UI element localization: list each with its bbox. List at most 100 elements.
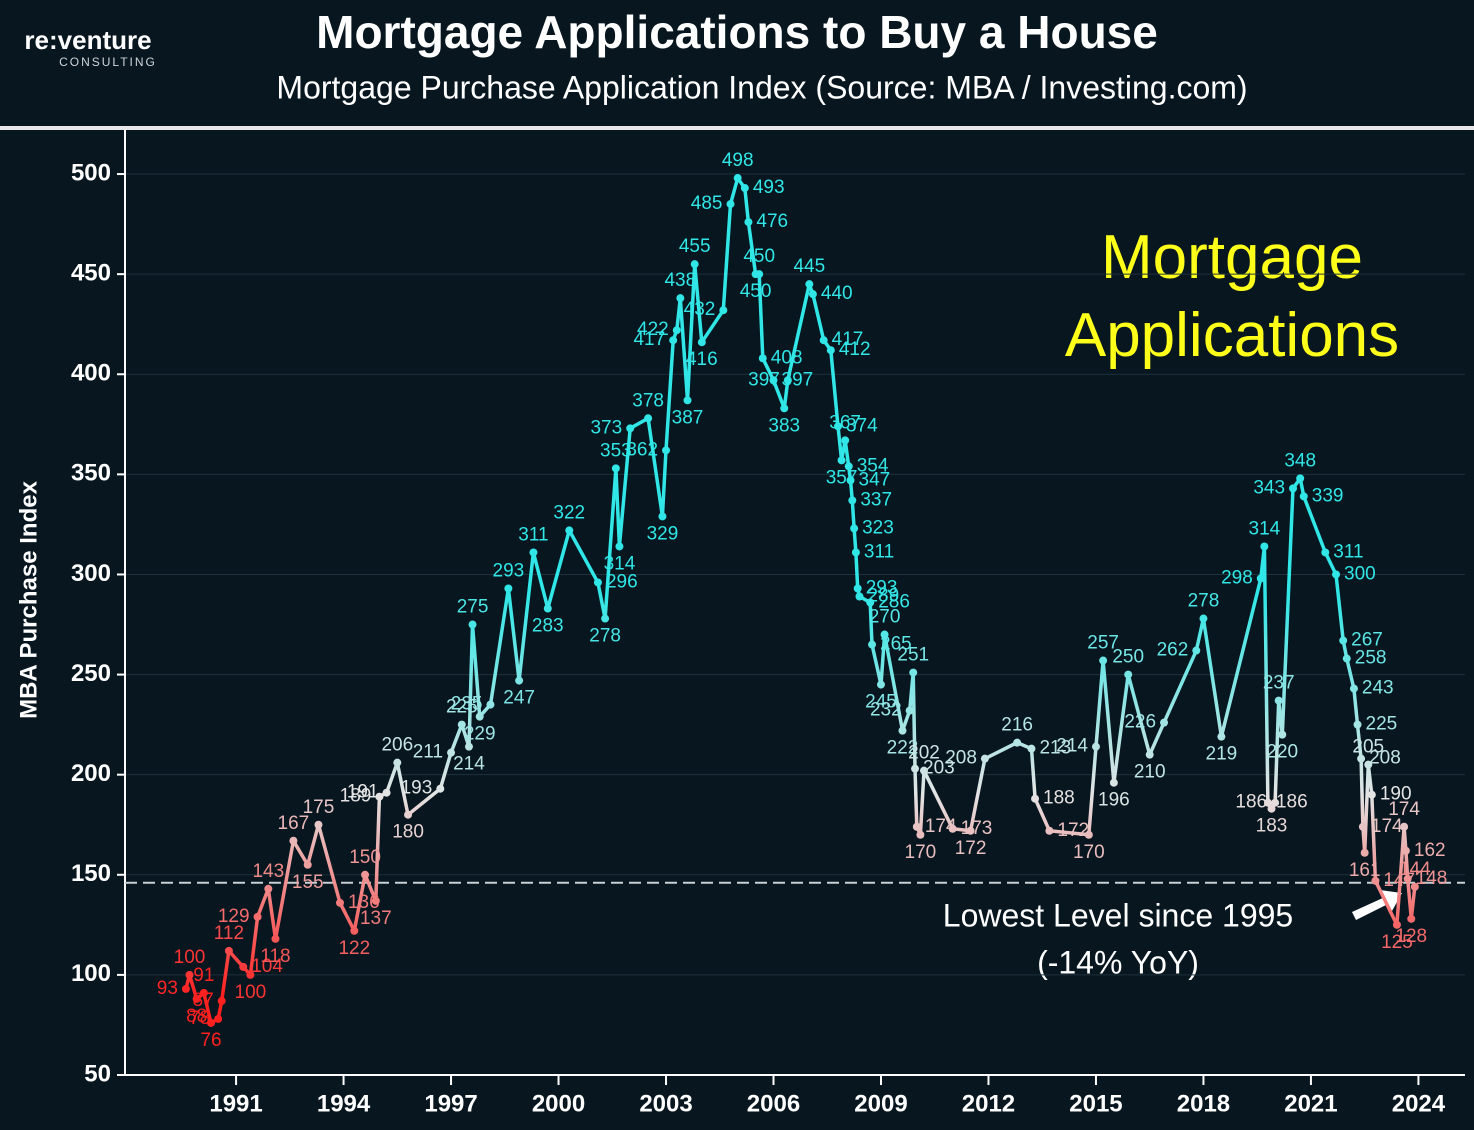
point xyxy=(690,260,699,269)
point xyxy=(919,766,928,775)
point xyxy=(805,280,814,289)
value-label: 100 xyxy=(174,947,206,968)
point xyxy=(644,414,653,423)
point xyxy=(475,712,484,721)
point xyxy=(303,860,312,869)
point xyxy=(740,184,749,193)
point xyxy=(246,970,255,979)
point xyxy=(1403,874,1412,883)
value-label: 397 xyxy=(748,369,780,390)
value-label: 214 xyxy=(453,754,485,775)
value-label: 235 xyxy=(451,694,483,715)
value-label: 76 xyxy=(200,1030,221,1051)
header-rule xyxy=(0,126,1474,130)
point xyxy=(1360,848,1369,857)
point xyxy=(841,436,850,445)
point xyxy=(611,464,620,473)
value-label: 243 xyxy=(1362,678,1394,699)
point xyxy=(833,422,842,431)
chart-subtitle: Mortgage Purchase Application Index (Sou… xyxy=(276,69,1247,105)
value-label: 267 xyxy=(1351,630,1383,651)
point xyxy=(1263,798,1272,807)
value-label: 129 xyxy=(218,906,250,927)
value-label: 172 xyxy=(1057,820,1089,841)
value-label: 170 xyxy=(905,842,937,863)
point xyxy=(916,830,925,839)
value-label: 323 xyxy=(862,517,894,538)
point xyxy=(1145,750,1154,759)
value-label: 298 xyxy=(1221,567,1253,588)
point xyxy=(844,462,853,471)
value-label: 189 xyxy=(340,786,372,807)
value-label: 296 xyxy=(606,571,638,592)
point xyxy=(1192,646,1201,655)
point xyxy=(837,456,846,465)
point xyxy=(253,912,262,921)
value-label: 93 xyxy=(157,978,178,999)
value-label: 186 xyxy=(1235,792,1267,813)
x-tick-label: 1991 xyxy=(209,1090,262,1117)
point xyxy=(808,290,817,299)
point xyxy=(855,592,864,601)
value-label: 144 xyxy=(1399,859,1431,880)
point xyxy=(468,620,477,629)
point xyxy=(783,376,792,385)
value-label: 150 xyxy=(349,847,381,868)
value-label: 408 xyxy=(771,347,803,368)
y-tick-label: 100 xyxy=(71,960,111,987)
value-label: 155 xyxy=(292,872,324,893)
value-label: 485 xyxy=(691,193,723,214)
point xyxy=(866,598,875,607)
value-label: 87 xyxy=(193,990,214,1011)
point xyxy=(850,524,859,533)
value-label: 311 xyxy=(864,541,894,562)
value-label: 417 xyxy=(832,329,864,350)
point xyxy=(1084,830,1093,839)
point xyxy=(1342,654,1351,663)
point xyxy=(1013,738,1022,747)
point xyxy=(1124,670,1133,679)
point xyxy=(464,742,473,751)
x-tick-label: 1997 xyxy=(424,1090,477,1117)
point xyxy=(1364,760,1373,769)
point xyxy=(206,1018,215,1027)
point xyxy=(662,446,671,455)
point xyxy=(726,200,735,209)
point xyxy=(948,824,957,833)
x-tick-label: 1994 xyxy=(317,1090,371,1117)
point xyxy=(271,934,280,943)
point xyxy=(1256,574,1265,583)
value-label: 118 xyxy=(260,946,290,967)
point xyxy=(615,542,624,551)
point xyxy=(382,788,391,797)
x-tick-label: 2012 xyxy=(962,1090,1015,1117)
value-label: 196 xyxy=(1098,790,1130,811)
point xyxy=(1371,876,1380,885)
x-tick-label: 2009 xyxy=(854,1090,907,1117)
point xyxy=(1299,492,1308,501)
point xyxy=(912,822,921,831)
point xyxy=(214,1014,223,1023)
point xyxy=(1321,548,1330,557)
x-tick-label: 2024 xyxy=(1392,1090,1446,1117)
value-label: 191 xyxy=(347,782,379,803)
value-label: 438 xyxy=(664,270,696,291)
point xyxy=(1091,742,1100,751)
value-label: 247 xyxy=(503,688,535,709)
value-label: 214 xyxy=(1056,736,1088,757)
value-label: 122 xyxy=(338,938,370,959)
y-tick-label: 500 xyxy=(71,159,111,186)
value-label: 265 xyxy=(880,634,912,655)
point xyxy=(224,946,233,955)
x-tick-label: 2006 xyxy=(747,1090,800,1117)
value-label: 211 xyxy=(413,742,443,763)
y-tick-label: 300 xyxy=(71,560,111,587)
x-tick-label: 2003 xyxy=(639,1090,692,1117)
y-tick-label: 50 xyxy=(84,1060,111,1087)
value-label: 412 xyxy=(839,339,871,360)
point xyxy=(966,826,975,835)
value-label: 232 xyxy=(870,700,902,721)
point xyxy=(404,810,413,819)
value-label: 383 xyxy=(768,415,800,436)
